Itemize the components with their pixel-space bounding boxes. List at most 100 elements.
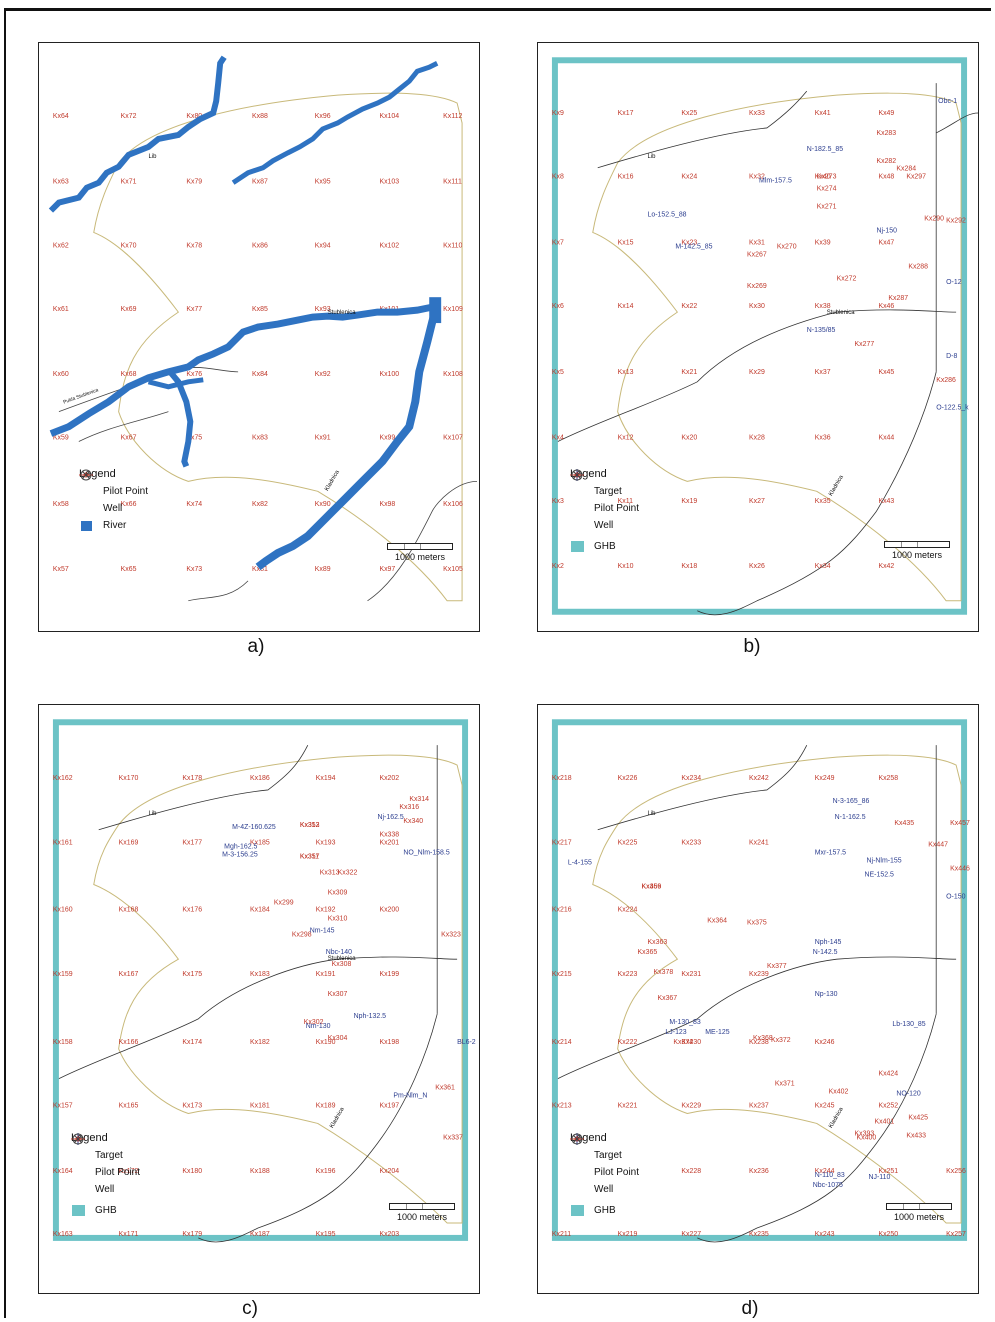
legend-target: Target	[594, 1149, 622, 1161]
pilot-point-label-31: Kx243	[815, 1231, 835, 1238]
well-icon	[570, 1133, 586, 1196]
pilot-point-label-46: Kx195	[316, 1231, 336, 1238]
map-panel-a: Kx64 Kx72 Kx80 Kx88 Kx96 Kx104 Kx112 Kx63 Kx71 Kx…	[38, 42, 480, 632]
map-b-canvas: Kx9 Kx17 Kx25 Kx33 Kx41 Kx49 Kx8 Kx16 Kx24 Kx32 Kx…	[552, 57, 978, 616]
pilot-point-label-30: Kx157	[53, 1103, 73, 1110]
target-label-3: M-142.5_85	[675, 243, 712, 250]
pilot-point-label-51: Kx393	[855, 1130, 875, 1137]
pilot-point-label-56: Kx425	[908, 1114, 928, 1121]
pilot-point-label-10: Kx40	[815, 174, 831, 181]
pilot-point-label-19: Kx102	[379, 242, 399, 249]
scale-label: 1000 meters	[394, 552, 446, 562]
pilot-point-label-33: Kx100	[379, 371, 399, 378]
pilot-point-label-7: Kx225	[618, 840, 638, 847]
pilot-point-label-49: Kx282	[876, 158, 896, 165]
pilot-point-label-61: Kx457	[950, 820, 970, 827]
pilot-point-label-45: Kx82	[252, 501, 268, 508]
pilot-point-label-48: Kx372	[771, 1037, 791, 1044]
pilot-point-label-54: Kx299	[274, 899, 294, 906]
pilot-point-label-12: Kx160	[53, 906, 73, 913]
pilot-point-label-44: Kx18	[681, 563, 697, 570]
pilot-point-label-5: Kx202	[379, 775, 399, 782]
pilot-point-label-11: Kx48	[878, 174, 894, 181]
map-d-canvas: Kx218 Kx226 Kx234 Kx242 Kx249 Kx258 Kx217 Kx225…	[552, 719, 970, 1243]
pilot-point-label-20: Kx246	[815, 1039, 835, 1046]
legend-well: Well	[95, 1183, 115, 1195]
pilot-point-label-11: Kx201	[379, 840, 399, 847]
pilot-point-label-6: Kx217	[552, 840, 572, 847]
pilot-point-label-8: Kx24	[681, 174, 697, 181]
target-label-4: Nm-145	[310, 927, 335, 934]
target-label-3: Nj-Nlm-155	[867, 858, 902, 865]
target-label-2: M-3-156.25	[222, 852, 258, 859]
legend-d: Legend Target Pilot Point Well GHB	[570, 1133, 639, 1219]
pilot-point-label-26: Kx21	[681, 369, 697, 376]
pilot-point-label-44: Kx179	[182, 1231, 202, 1238]
pilot-point-label-2: Kx234	[681, 775, 701, 782]
pilot-point-label-15: Kx70	[121, 242, 137, 249]
pilot-point-label-68: Kx357	[300, 854, 320, 861]
pilot-point-label-55: Kx269	[747, 283, 767, 290]
place-lib: Lib	[149, 154, 158, 160]
map-panel-d: Kx218 Kx226 Kx234 Kx242 Kx249 Kx258 Kx217 Kx225…	[537, 704, 979, 1294]
pilot-point-label-14: Kx23	[681, 239, 697, 246]
pilot-point-label-48: Kx106	[443, 501, 463, 508]
pilot-point-label-38: Kx83	[252, 435, 268, 442]
legend-well: Well	[103, 502, 123, 514]
place-lib: Lib	[149, 811, 158, 817]
pilot-point-label-60: Kx314	[409, 796, 429, 803]
pilot-point-label-32: Kx92	[315, 371, 331, 378]
legend-ghb: GHB	[594, 1204, 616, 1216]
pilot-point-label-57: Kx307	[328, 991, 348, 998]
pilot-point-label-48: Kx312	[300, 822, 320, 829]
scale-bar-d: 1000 meters	[886, 1203, 952, 1222]
pilot-point-label-62: Kx284	[896, 166, 916, 173]
pilot-point-label-13: Kx223	[618, 971, 638, 978]
target-label-2: Lo-152.5_88	[648, 212, 687, 219]
pilot-point-label-51: Kx322	[338, 870, 358, 877]
pilot-point-label-12: Kx215	[552, 971, 572, 978]
target-label-7: Nph-132.5	[354, 1013, 387, 1020]
pilot-point-label-52: Kx400	[857, 1134, 877, 1141]
pilot-point-label-1: Kx72	[121, 113, 137, 120]
pilot-point-label-52: Kx271	[817, 204, 837, 211]
model-boundary	[592, 754, 962, 1224]
pilot-point-label-49: Kx57	[53, 566, 69, 573]
pilot-point-label-2: Kx80	[186, 113, 202, 120]
pilot-point-label-65: Kx323	[441, 931, 461, 938]
target-label-3: Nj-162.5	[377, 814, 403, 821]
map-panel-b: Kx9 Kx17 Kx25 Kx33 Kx41 Kx49 Kx8 Kx16 Kx24 Kx32 Kx…	[537, 42, 979, 632]
pilot-point-label-57: Kx433	[906, 1132, 926, 1139]
pilot-point-label-54: Kx402	[829, 1089, 849, 1096]
pilot-point-label-6: Kx161	[53, 840, 73, 847]
pilot-point-labels: Kx162 Kx170 Kx178 Kx186 Kx194 Kx202 Kx161 Kx169…	[53, 775, 463, 1238]
pilot-point-label-62: Kx340	[403, 818, 423, 825]
pilot-point-label-15: Kx31	[749, 239, 765, 246]
pilot-point-label-43: Kx171	[119, 1231, 139, 1238]
pilot-point-label-42: Kx58	[53, 501, 69, 508]
target-label-14: Nbc-1075	[813, 1182, 843, 1189]
place-lib: Lib	[648, 154, 657, 160]
figure-frame	[4, 8, 991, 1318]
river-lines	[58, 744, 458, 1243]
pilot-point-label-29: Kx68	[121, 371, 137, 378]
pilot-point-label-63: Kx338	[379, 832, 399, 839]
river-cells	[48, 55, 442, 571]
pilot-point-label-10: Kx87	[252, 179, 268, 186]
target-labels: M-4Z-160.625 Mgh-162.5M-3-156.25 Nj-162.5 N…	[222, 814, 476, 1100]
pilot-point-label-19: Kx167	[119, 971, 139, 978]
target-label-0: N-182.5_85	[807, 146, 843, 153]
pilot-point-label-21: Kx30	[749, 303, 765, 310]
pilot-point-label-25: Kx93	[315, 306, 331, 313]
pilot-point-label-31: Kx12	[618, 435, 634, 442]
pilot-point-label-32: Kx20	[681, 435, 697, 442]
pilot-point-label-13: Kx168	[119, 906, 139, 913]
ghb-swatch-icon	[571, 1205, 584, 1216]
pilot-point-label-18: Kx6	[552, 303, 564, 310]
pilot-point-label-60: Kx292	[946, 218, 966, 225]
pilot-point-label-62: Kx459	[642, 884, 662, 891]
pilot-point-label-39: Kx366	[642, 884, 662, 891]
well-icon	[71, 1133, 87, 1196]
legend-b: Legend Target Pilot Point Well GHB	[570, 469, 639, 555]
pilot-point-label-20: Kx175	[182, 971, 202, 978]
